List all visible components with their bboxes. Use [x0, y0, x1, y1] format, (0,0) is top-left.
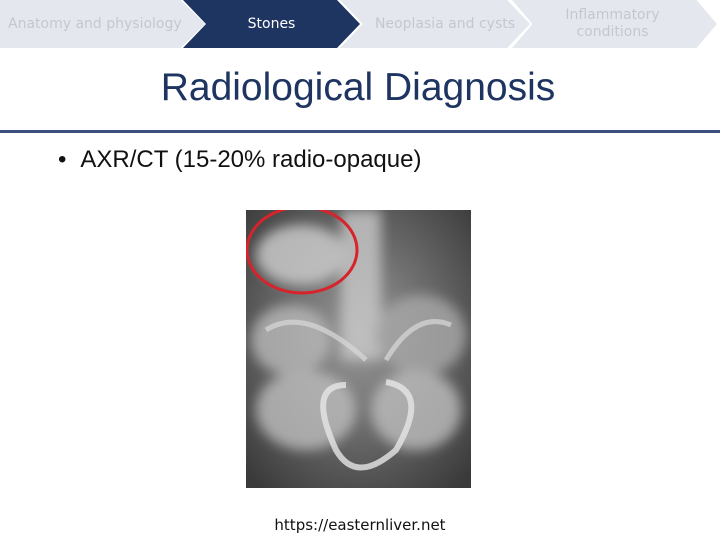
bullet: AXR/CT (15-20% radio-opaque)	[58, 146, 421, 174]
xray-image	[246, 210, 471, 488]
nav-step[interactable]: Neoplasia and cysts	[340, 0, 530, 48]
nav-step-active[interactable]: Stones	[183, 0, 360, 48]
slide-title: Radiological Diagnosis	[160, 66, 556, 109]
image-source[interactable]: https://easternliver.net	[274, 516, 446, 534]
title-rule	[0, 130, 720, 133]
nav-step[interactable]: Anatomy and physiology	[0, 0, 205, 48]
nav-step[interactable]: Inflammatory conditions	[512, 0, 717, 48]
